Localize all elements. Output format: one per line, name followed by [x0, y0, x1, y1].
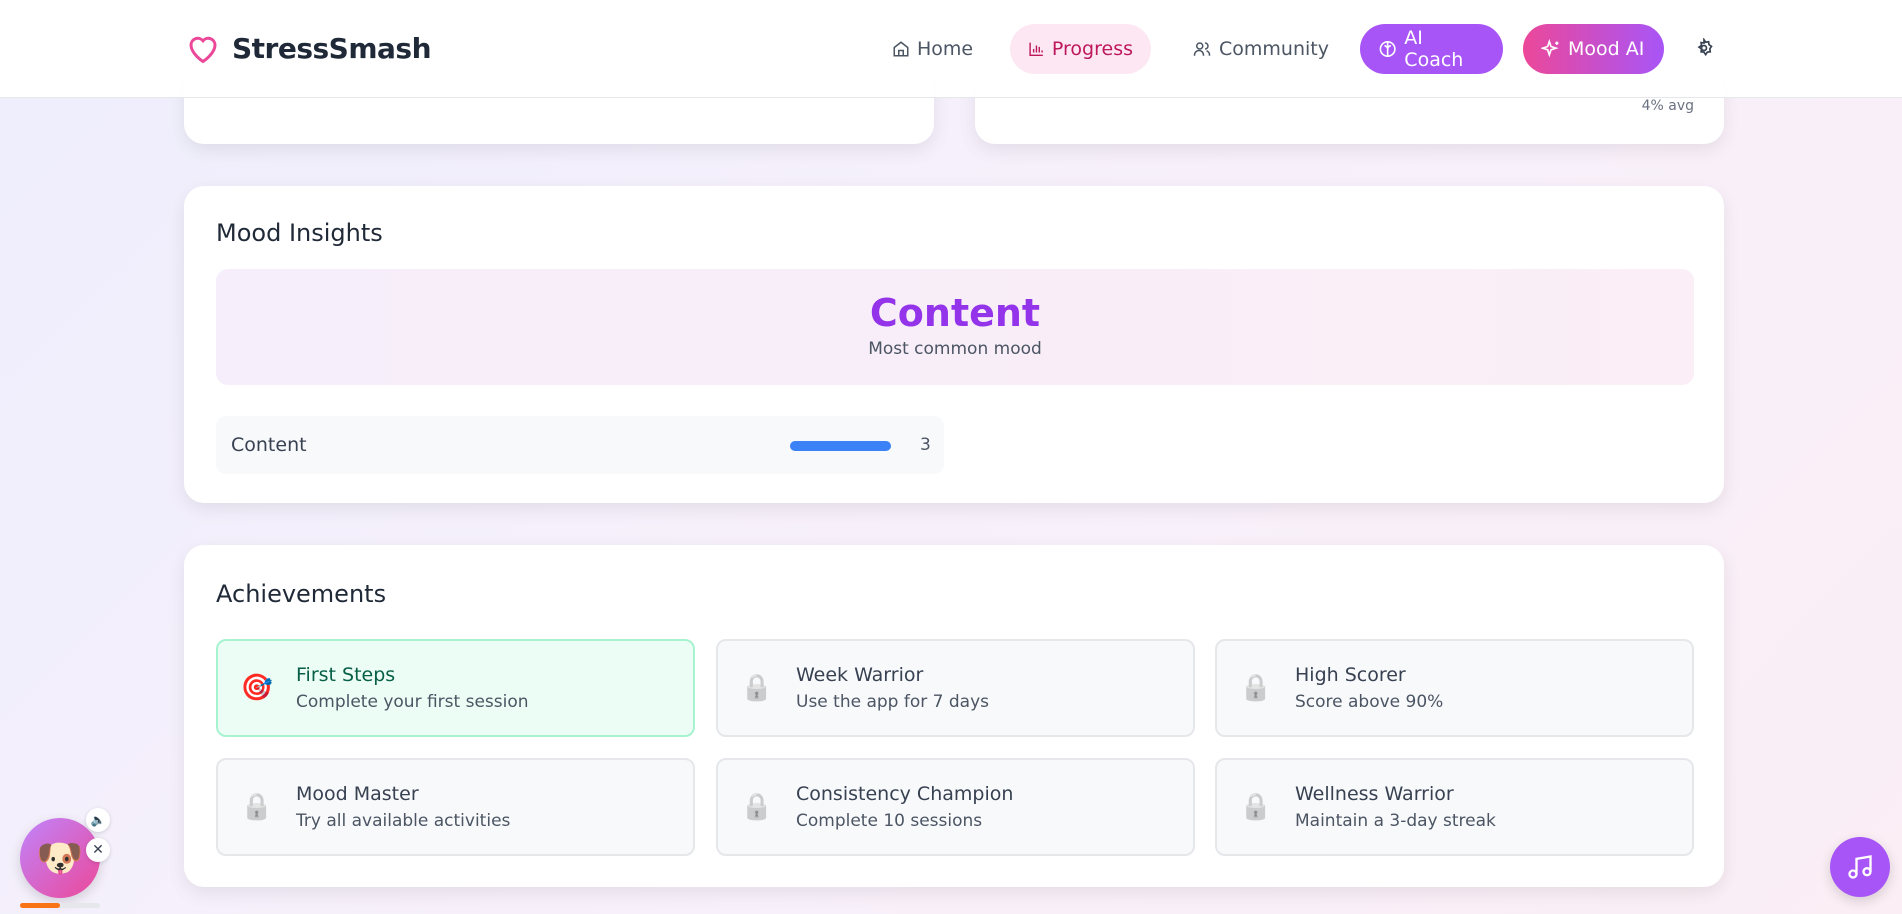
mood-row: Content 3 — [216, 416, 944, 474]
achievement-item: 🔒 Mood Master Try all available activiti… — [216, 758, 695, 856]
ai-coach-button[interactable]: AI Coach — [1360, 24, 1503, 74]
nav-community[interactable]: Community — [1174, 24, 1347, 74]
lock-icon: 🔒 — [1239, 792, 1273, 822]
users-icon — [1193, 42, 1211, 56]
achievements-title: Achievements — [216, 580, 387, 608]
achievement-description: Complete 10 sessions — [796, 811, 983, 831]
top-mood-panel: Content Most common mood — [216, 269, 1694, 385]
average-note: 4% avg — [1641, 98, 1694, 114]
top-mood-label: Most common mood — [868, 339, 1042, 359]
speaker-icon: 🔈 — [90, 813, 106, 827]
lock-icon: 🔒 — [740, 792, 774, 822]
achievement-title: Wellness Warrior — [1295, 783, 1454, 805]
top-mood-value: Content — [869, 291, 1041, 335]
achievement-item: 🔒 High Scorer Score above 90% — [1215, 639, 1694, 737]
ai-coach-label: AI Coach — [1404, 27, 1464, 71]
achievement-item: 🔒 Week Warrior Use the app for 7 days — [716, 639, 1195, 737]
pet-companion[interactable]: 🐶 — [20, 818, 100, 898]
mood-insights-title: Mood Insights — [216, 219, 383, 247]
mood-bar-fill — [790, 441, 891, 451]
pet-progress-track — [20, 903, 100, 908]
achievement-item: 🔒 Consistency Champion Complete 10 sessi… — [716, 758, 1195, 856]
mood-ai-button[interactable]: Mood AI — [1523, 24, 1664, 74]
bar-chart-icon — [1029, 42, 1043, 57]
achievement-title: High Scorer — [1295, 664, 1406, 686]
nav-home[interactable]: Home — [874, 24, 991, 74]
achievements-card: Achievements 🎯 First Steps Complete your… — [184, 545, 1724, 887]
achievement-description: Maintain a 3-day streak — [1295, 811, 1496, 831]
music-note-icon — [1848, 855, 1872, 879]
achievement-description: Complete your first session — [296, 692, 529, 712]
nav-home-label: Home — [917, 38, 974, 60]
brain-icon — [1379, 40, 1396, 58]
mood-name: Content — [231, 434, 307, 456]
mood-insights-card: Mood Insights Content Most common mood C… — [184, 186, 1724, 503]
app-name: StressSmash — [232, 31, 432, 65]
close-icon: ✕ — [92, 842, 104, 858]
pet-progress-fill — [20, 903, 60, 908]
lock-icon: 🔒 — [740, 673, 774, 703]
dog-icon: 🐶 — [36, 835, 84, 880]
target-icon: 🎯 — [240, 673, 274, 703]
mood-ai-label: Mood AI — [1568, 38, 1645, 60]
nav-community-label: Community — [1219, 38, 1329, 60]
home-icon — [893, 41, 909, 57]
music-player-button[interactable] — [1830, 837, 1890, 897]
achievement-title: Mood Master — [296, 783, 419, 805]
achievement-title: Consistency Champion — [796, 783, 1014, 805]
logo[interactable]: StressSmash — [184, 30, 432, 66]
mood-count: 3 — [920, 435, 931, 455]
nav-progress[interactable]: Progress — [1010, 24, 1151, 74]
achievement-title: First Steps — [296, 664, 396, 686]
achievement-description: Try all available activities — [296, 811, 511, 831]
lock-icon: 🔒 — [1239, 673, 1273, 703]
settings-gear-icon[interactable] — [1694, 38, 1714, 58]
achievement-item: 🔒 Wellness Warrior Maintain a 3-day stre… — [1215, 758, 1694, 856]
mood-bar-track — [790, 441, 891, 451]
sparkles-icon — [1541, 39, 1559, 58]
achievement-title: Week Warrior — [796, 664, 924, 686]
close-pet-button[interactable]: ✕ — [86, 838, 110, 862]
nav-progress-label: Progress — [1051, 38, 1133, 60]
achievement-item: 🎯 First Steps Complete your first sessio… — [216, 639, 695, 737]
lock-icon: 🔒 — [240, 792, 274, 822]
heart-icon — [189, 36, 217, 64]
top-nav-bar: StressSmash Home Progress Community AI C… — [0, 0, 1902, 98]
achievement-description: Use the app for 7 days — [796, 692, 989, 712]
achievement-description: Score above 90% — [1295, 692, 1444, 712]
sound-toggle-button[interactable]: 🔈 — [86, 808, 110, 832]
